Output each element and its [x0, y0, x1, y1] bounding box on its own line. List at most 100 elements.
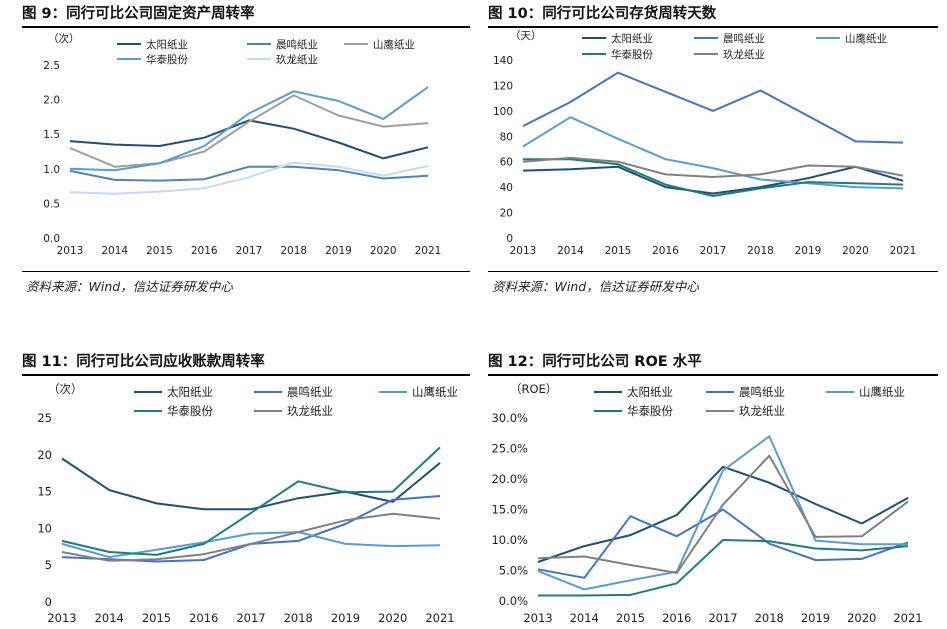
source-rule — [22, 271, 470, 272]
y-tick-label: 15 — [37, 485, 52, 499]
legend-label: 华泰股份 — [611, 48, 653, 61]
series-line-2 — [522, 71, 904, 144]
x-tick-label: 2018 — [747, 245, 774, 257]
chart-title: 图 12：同行可比公司 ROE 水平 — [488, 354, 702, 370]
y-unit-label: （天） — [510, 30, 542, 42]
y-tick-label: 120 — [493, 80, 513, 92]
series-line-3 — [537, 435, 908, 591]
x-tick-label: 2019 — [801, 611, 830, 625]
y-tick-label: 20 — [500, 208, 513, 220]
y-tick-label: 80 — [500, 131, 513, 143]
legend-label: 太阳纸业 — [627, 385, 673, 399]
x-tick-label: 2021 — [890, 245, 917, 257]
legend-label: 华泰股份 — [627, 404, 673, 418]
source-note: 资料来源：Wind，信达证券研发中心 — [26, 279, 233, 294]
y-tick-label: 2.0 — [43, 95, 60, 107]
y-tick-label: 15.0% — [491, 503, 528, 517]
series-line-1 — [69, 119, 429, 160]
series-line-1 — [537, 465, 909, 563]
y-tick-label: 5 — [45, 558, 52, 572]
series-line-1 — [522, 165, 904, 195]
x-tick-label: 2021 — [893, 611, 922, 625]
x-tick-label: 2019 — [795, 245, 822, 257]
y-tick-label: 10 — [37, 521, 52, 535]
legend-label: 晨鸣纸业 — [276, 38, 318, 51]
y-tick-label: 20 — [37, 448, 52, 462]
series-line-2 — [69, 165, 429, 182]
y-tick-label: 2.5 — [43, 60, 60, 72]
y-tick-label: 30.0% — [491, 411, 528, 425]
title-rule — [488, 374, 938, 376]
y-tick-label: 0.0 — [43, 233, 60, 245]
x-tick-label: 2017 — [700, 245, 727, 257]
legend-label: 山鹰纸业 — [412, 385, 458, 399]
x-tick-label: 2014 — [570, 611, 599, 625]
legend-label: 晨鸣纸业 — [723, 32, 765, 45]
x-tick-label: 2018 — [280, 245, 307, 257]
chart-title: 图 9：同行可比公司固定资产周转率 — [22, 6, 255, 22]
legend-label: 晨鸣纸业 — [739, 385, 785, 399]
legend-label: 太阳纸业 — [167, 385, 213, 399]
x-tick-label: 2020 — [847, 611, 876, 625]
x-tick-label: 2020 — [842, 245, 869, 257]
series-line-1 — [61, 457, 441, 511]
line-chart: （ROE） 0.0% 5.0% 10.0% 15.0% 20.0% 25.0% 30.0% 20… — [491, 382, 922, 625]
legend-label: 山鹰纸业 — [373, 38, 415, 51]
x-tick-label: 2013 — [523, 611, 552, 625]
y-tick-label: 0.5 — [43, 198, 60, 210]
x-tick-label: 2013 — [510, 245, 537, 257]
series-line-5 — [522, 156, 904, 178]
y-tick-label: 20.0% — [491, 472, 528, 486]
y-tick-label: 1.5 — [43, 129, 60, 141]
legend-label: 太阳纸业 — [611, 32, 653, 45]
x-tick-label: 2016 — [189, 611, 218, 625]
title-rule — [488, 26, 938, 28]
x-tick-label: 2020 — [370, 245, 397, 257]
y-tick-label: 25 — [37, 411, 52, 425]
x-tick-label: 2021 — [415, 245, 442, 257]
y-tick-label: 25.0% — [491, 442, 528, 456]
x-tick-label: 2019 — [331, 611, 360, 625]
y-unit-label: （次） — [48, 382, 83, 396]
x-tick-label: 2015 — [142, 611, 171, 625]
x-tick-label: 2017 — [236, 611, 265, 625]
legend-label: 晨鸣纸业 — [287, 385, 333, 399]
y-tick-label: 0.0% — [499, 594, 528, 608]
x-tick-label: 2017 — [236, 245, 263, 257]
y-tick-label: 60 — [500, 157, 513, 169]
x-tick-label: 2016 — [191, 245, 218, 257]
y-tick-label: 5.0% — [499, 564, 528, 578]
x-tick-label: 2017 — [708, 611, 737, 625]
chart-title: 图 11：同行可比公司应收账款周转率 — [22, 354, 265, 370]
x-tick-label: 2014 — [101, 245, 128, 257]
chart-panel-inventory-days: 图 10：同行可比公司存货周转天数 资料来源：Wind，信达证券研发中心 （天）… — [488, 2, 940, 302]
y-tick-label: 140 — [493, 55, 513, 67]
legend-label: 华泰股份 — [167, 404, 213, 418]
legend-label: 玖龙纸业 — [739, 404, 785, 418]
x-tick-label: 2015 — [605, 245, 632, 257]
line-chart: （次） 0 5 10 15 20 25 2013 2014 2015 2016 2017 2018 201… — [37, 382, 458, 625]
x-tick-label: 2014 — [95, 611, 124, 625]
series-line-4 — [538, 539, 909, 597]
title-rule — [22, 26, 470, 28]
chart-panel-fixed-asset-turnover: 图 9：同行可比公司固定资产周转率 资料来源：Wind，信达证券研发中心 （次）… — [22, 2, 472, 302]
title-rule — [22, 374, 470, 376]
source-rule — [488, 271, 938, 272]
x-tick-label: 2021 — [425, 611, 454, 625]
series-line-5 — [537, 454, 909, 574]
series-line-2 — [537, 508, 909, 579]
legend-label: 太阳纸业 — [146, 38, 188, 51]
y-unit-label: （次） — [48, 32, 80, 45]
series-line-4 — [61, 446, 441, 556]
chart-title: 图 10：同行可比公司存货周转天数 — [488, 6, 717, 22]
line-chart: （次） 0.0 0.5 1.0 1.5 2.0 2.5 2013 2014 2015 2016 201… — [43, 32, 442, 257]
x-tick-label: 2013 — [57, 245, 84, 257]
x-tick-label: 2018 — [755, 611, 784, 625]
y-tick-label: 1.0 — [43, 164, 60, 176]
series-line-4 — [523, 158, 904, 197]
y-tick-label: 10.0% — [491, 533, 528, 547]
x-tick-label: 2014 — [557, 245, 584, 257]
legend-label: 玖龙纸业 — [276, 53, 318, 66]
legend-label: 玖龙纸业 — [287, 404, 333, 418]
series-line-3 — [69, 94, 429, 168]
